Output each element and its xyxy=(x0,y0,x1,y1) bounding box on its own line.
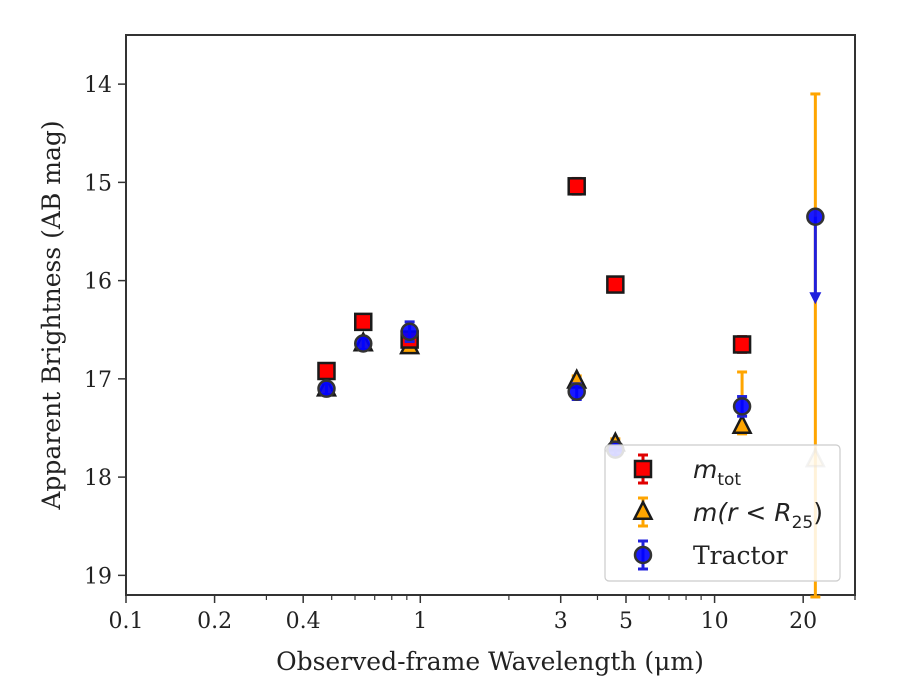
y-tick-label: 19 xyxy=(84,564,112,589)
legend-triangle-marker xyxy=(632,499,654,520)
circle-marker xyxy=(317,379,336,398)
x-tick-label: 3 xyxy=(554,609,568,634)
x-tick-label: 1 xyxy=(413,609,427,634)
series-square xyxy=(317,176,752,381)
circle-marker xyxy=(732,397,752,416)
series-circle xyxy=(317,207,825,459)
y-tick-label: 14 xyxy=(84,73,112,98)
x-tick-label: 20 xyxy=(789,609,817,634)
x-tick-label: 0.1 xyxy=(109,609,144,634)
x-tick-label: 0.2 xyxy=(197,609,232,634)
circle-marker xyxy=(567,382,586,401)
circle-marker xyxy=(806,207,825,227)
legend-box xyxy=(604,444,841,582)
y-axis: 14 15 16 17 18 19 xyxy=(84,73,126,589)
legend: mtot m(r < R25) Tractor xyxy=(604,444,841,582)
legend-label: m(r < R25) xyxy=(693,498,823,533)
legend-label: mtot xyxy=(693,455,741,490)
legend-label: Tractor xyxy=(693,541,788,570)
square-marker xyxy=(317,361,336,381)
circle-marker xyxy=(400,322,419,341)
x-axis-label: Observed-frame Wavelength (μm) xyxy=(276,647,704,676)
triangle-marker xyxy=(731,413,753,434)
x-tick-label: 0.4 xyxy=(286,609,321,634)
legend-circle-marker xyxy=(633,545,653,565)
square-marker xyxy=(354,312,373,332)
plot-area xyxy=(125,34,856,596)
y-tick-label: 16 xyxy=(84,270,112,295)
x-tick-label: 5 xyxy=(619,609,633,634)
x-tick-label: 10 xyxy=(701,609,729,634)
plot-frame xyxy=(125,34,856,596)
circle-marker xyxy=(354,334,373,353)
x-axis: 0.1 0.2 0.4 1 3 5 10 20 xyxy=(109,595,856,634)
y-tick-label: 17 xyxy=(84,368,112,393)
square-marker xyxy=(606,275,625,294)
square-marker xyxy=(567,177,586,196)
y-axis-label: Apparent Brightness (AB mag) xyxy=(37,120,66,510)
upper-limit-arrowhead xyxy=(809,292,822,305)
y-tick-label: 15 xyxy=(84,171,112,196)
square-marker xyxy=(732,335,752,354)
y-tick-label: 18 xyxy=(84,466,112,491)
legend-square-marker xyxy=(633,459,653,479)
